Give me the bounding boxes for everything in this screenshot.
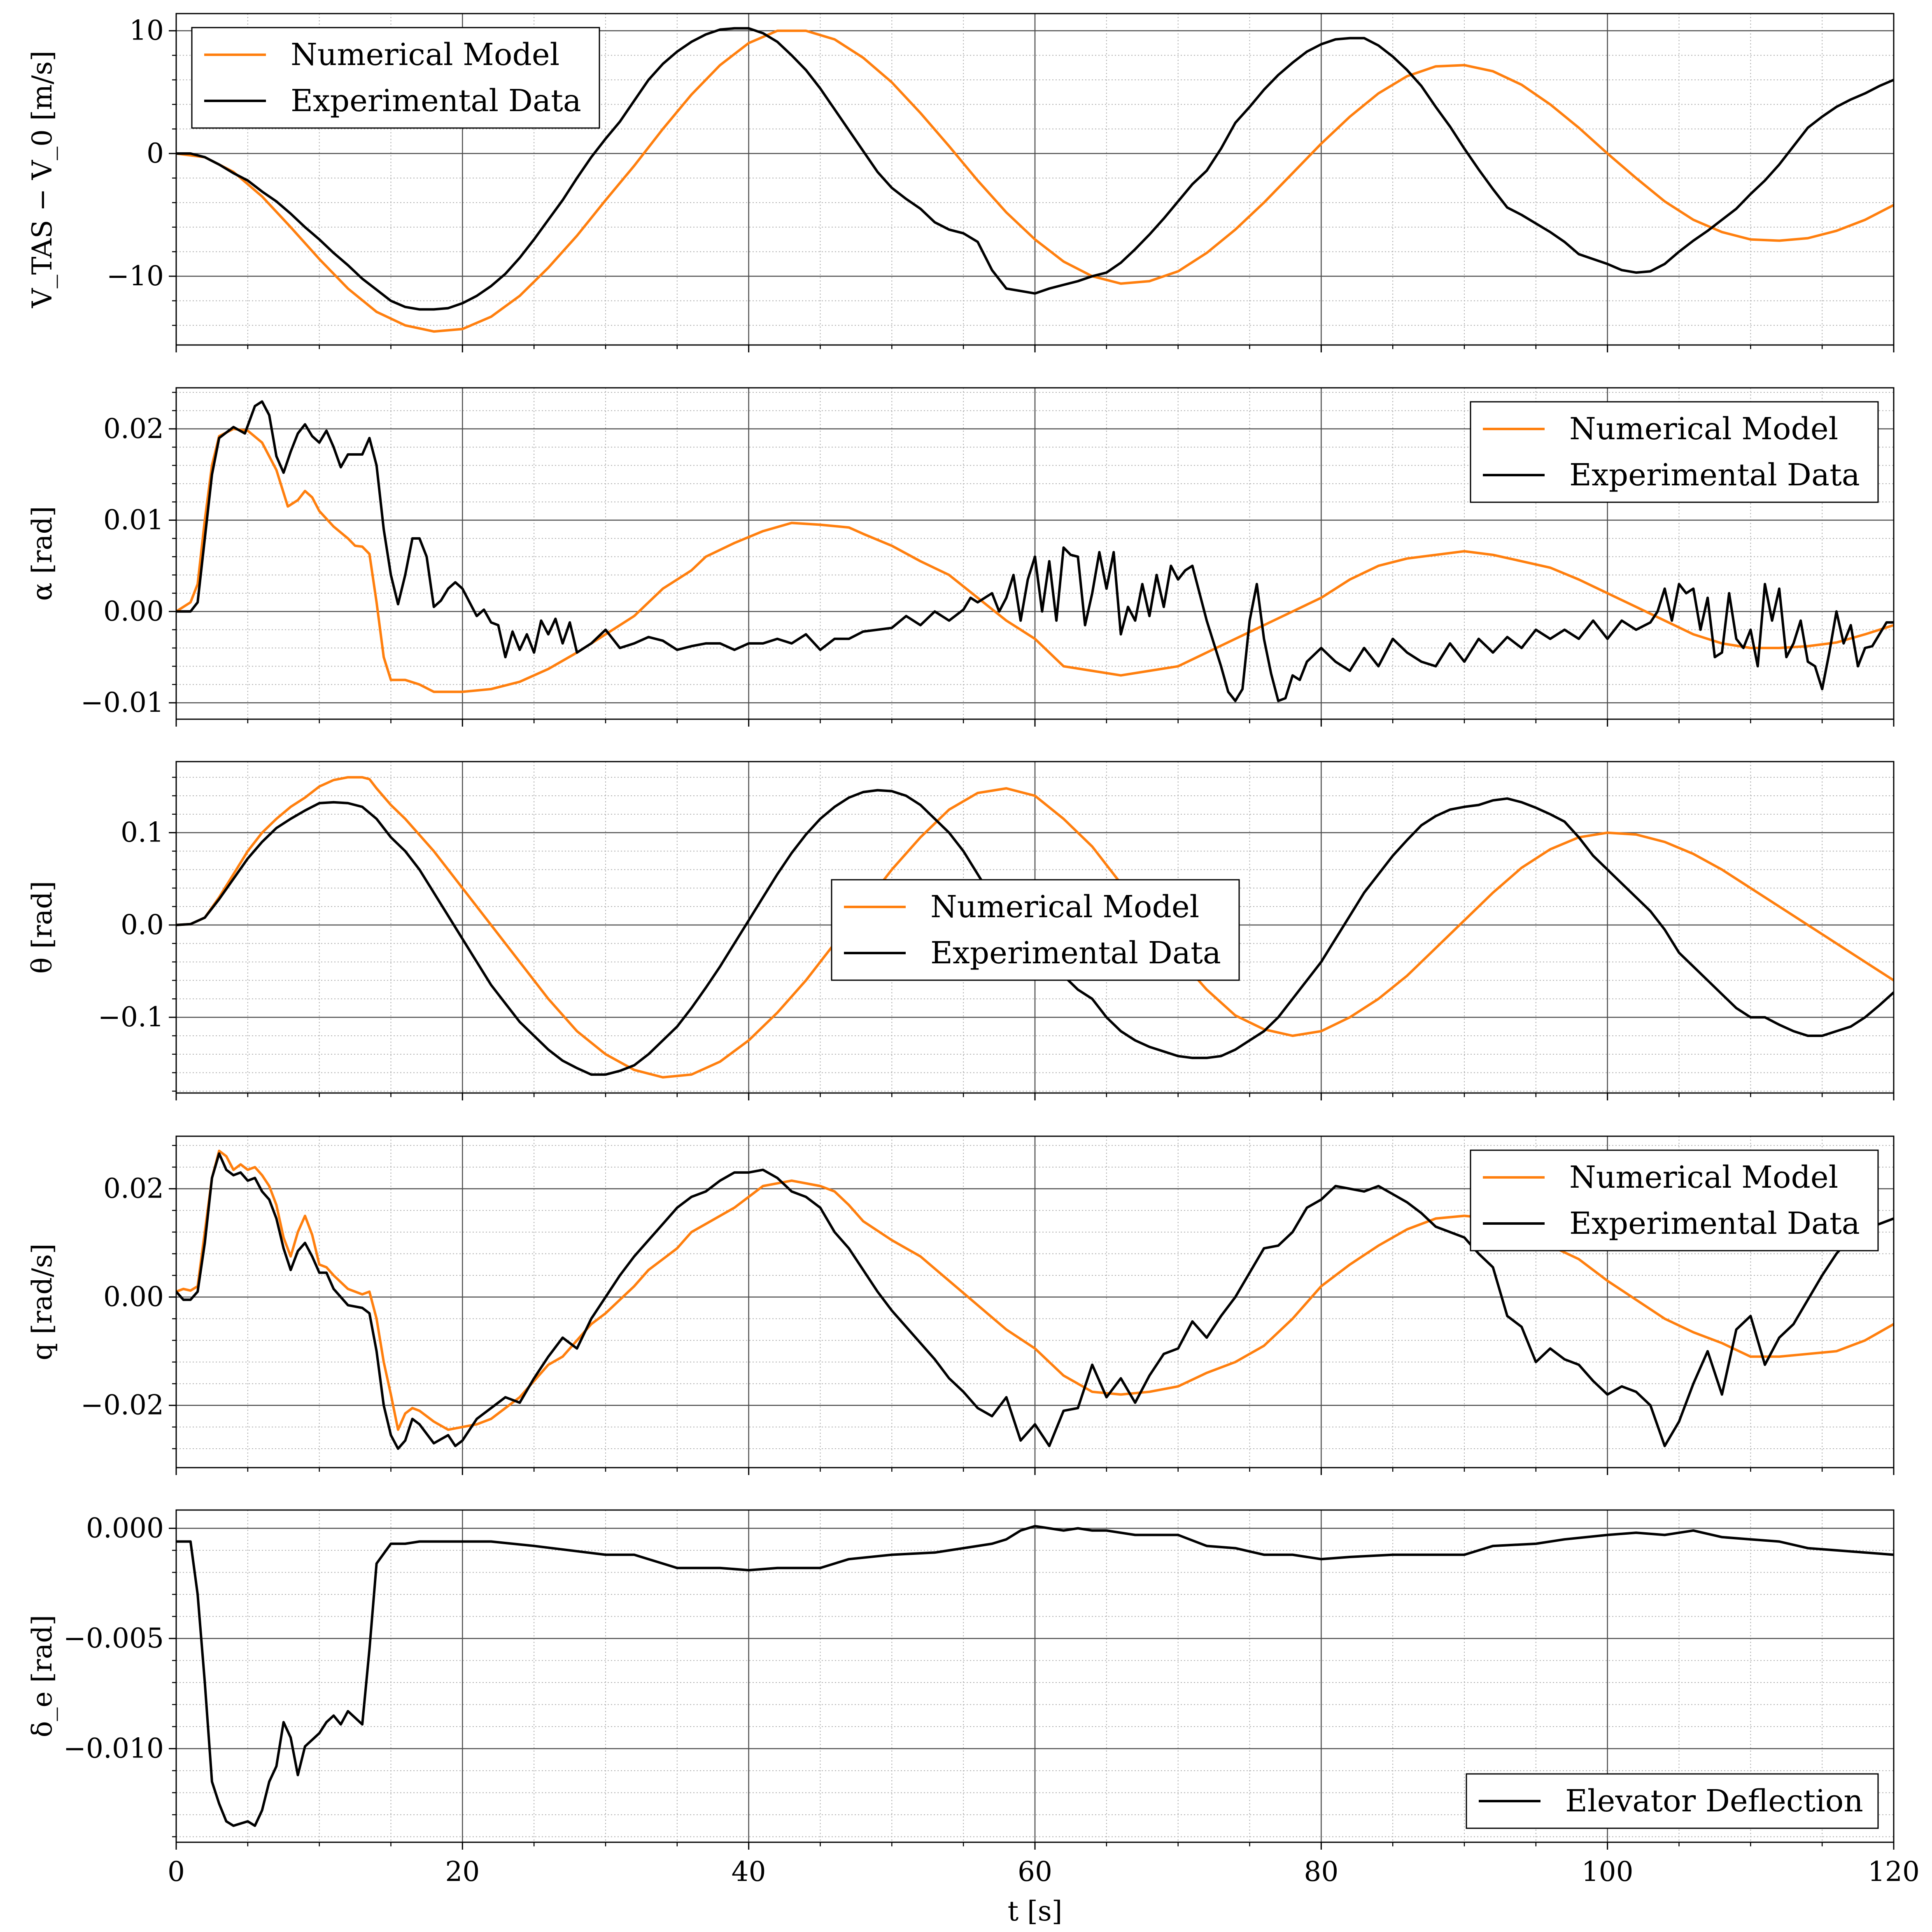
legend-label: Experimental Data: [930, 935, 1221, 971]
legend: Numerical Model Experimental Data: [1470, 401, 1879, 503]
panel-2: 0.02 0.01 0.00 −0.01 α [rad] Numerical Model E…: [26, 387, 1895, 727]
y-axis-label: V_TAS − V_0 [m/s]: [26, 51, 58, 308]
legend: Numerical Model Experimental Data: [191, 27, 600, 129]
legend-label: Experimental Data: [1569, 457, 1860, 493]
y-tick-label: 0.00: [103, 1281, 164, 1313]
panel-4: 0.02 0.00 −0.02 q [rad/s] Numerical Model Exp…: [26, 1135, 1895, 1475]
y-tick-label: 0.00: [103, 595, 164, 627]
legend-frame: [1470, 1149, 1879, 1251]
y-tick-label: 0.02: [103, 1173, 164, 1205]
x-tick-label: 120: [1868, 1856, 1920, 1888]
legend-label: Experimental Data: [1569, 1206, 1860, 1241]
legend-frame: [831, 879, 1240, 981]
x-tick-label: 20: [445, 1856, 480, 1888]
panel-1: 10 0 −10 V_TAS − V_0 [m/s] Numerical Model Ex…: [26, 13, 1895, 352]
legend-label: Elevator Deflection: [1565, 1783, 1863, 1819]
legend-frame: [1470, 401, 1879, 503]
legend: Numerical Model Experimental Data: [1470, 1149, 1879, 1251]
series-line-experimental-data: [176, 27, 1894, 311]
legend: Numerical Model Experimental Data: [831, 879, 1240, 981]
panel-3: 0.1 0.0 −0.1 θ [rad] Numerical Model Experime…: [26, 761, 1895, 1100]
x-tick-label: 80: [1304, 1856, 1338, 1888]
y-tick-label: −0.010: [63, 1733, 164, 1764]
y-axis-label: q [rad/s]: [26, 1244, 58, 1361]
legend: Elevator Deflection: [1466, 1773, 1879, 1829]
legend-label: Numerical Model: [291, 37, 559, 72]
series-line-numerical-model: [176, 776, 1894, 1079]
x-tick-label: 100: [1582, 1856, 1634, 1888]
y-tick-label: −0.1: [98, 1001, 164, 1033]
x-tick-label: 60: [1018, 1856, 1052, 1888]
y-axis-label: α [rad]: [26, 506, 58, 601]
legend-label: Numerical Model: [930, 889, 1199, 925]
y-axis-label: δ_e [rad]: [26, 1615, 58, 1737]
y-tick-label: 0.02: [103, 413, 164, 445]
y-tick-label: −0.01: [81, 687, 164, 718]
legend-label: Numerical Model: [1569, 411, 1838, 447]
series-line-numerical-model: [176, 1149, 1894, 1431]
legend-label: Numerical Model: [1569, 1160, 1838, 1195]
y-tick-label: 0.0: [121, 909, 164, 941]
y-tick-label: 0.000: [86, 1512, 164, 1544]
y-tick-label: 0.1: [121, 817, 164, 848]
series-line-experimental-data: [176, 400, 1894, 702]
legend-frame: [191, 27, 600, 129]
legend-label: Experimental Data: [291, 83, 581, 119]
y-axis-label: θ [rad]: [26, 881, 58, 974]
y-tick-label: 0.01: [103, 504, 164, 536]
y-tick-label: −10: [107, 260, 164, 292]
y-tick-label: 10: [129, 15, 164, 47]
series-line-numerical-model: [176, 29, 1894, 333]
series-line-numerical-model: [176, 427, 1894, 693]
x-tick-label: 40: [732, 1856, 766, 1888]
y-tick-label: −0.02: [81, 1389, 164, 1421]
x-axis-label: t [s]: [1008, 1895, 1063, 1927]
y-tick-label: 0: [147, 138, 164, 169]
x-tick-label: 0: [168, 1856, 185, 1888]
y-tick-label: −0.005: [63, 1622, 164, 1654]
series-line-experimental-data: [176, 1152, 1894, 1450]
series-line-elevator-deflection: [176, 1525, 1894, 1827]
